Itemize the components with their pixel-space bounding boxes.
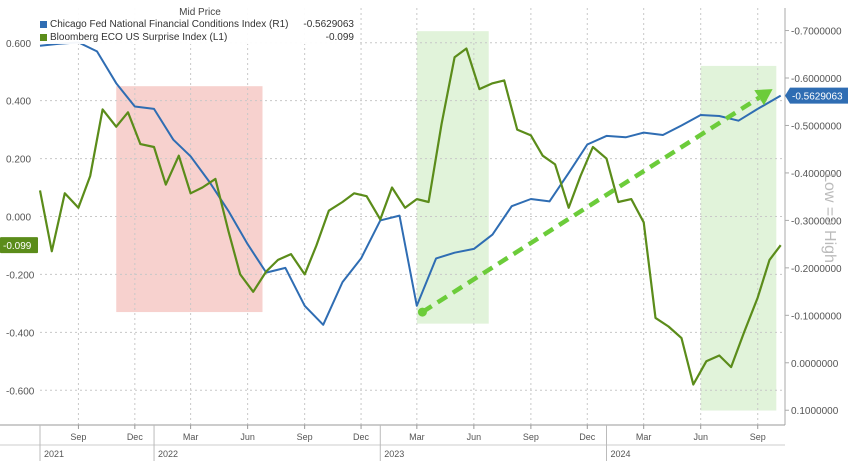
legend-entry-fci: Chicago Fed National Financial Condition… <box>40 18 360 31</box>
right-tick-label: 0.1000000 <box>791 406 839 417</box>
x-tick-label: Sep <box>750 432 766 442</box>
shaded-regions <box>116 31 777 411</box>
legend-swatch <box>40 34 47 41</box>
x-tick-label: Mar <box>636 432 652 442</box>
legend: Mid Price Chicago Fed National Financial… <box>40 6 360 44</box>
year-label: 2024 <box>610 449 630 459</box>
right-tick-label: -0.5000000 <box>791 121 842 132</box>
legend-value: -0.099 <box>325 32 354 43</box>
x-tick-label: Dec <box>579 432 596 442</box>
year-label: 2022 <box>158 449 178 459</box>
series-lines <box>38 41 782 386</box>
right-axis: -0.7000000 -0.6000000 -0.5000000 -0.4000000… <box>784 8 842 425</box>
x-tick-label: Sep <box>523 432 539 442</box>
left-tick-label: -0.600 <box>6 386 35 397</box>
right-end-badge <box>785 87 848 104</box>
x-tick-label: Jun <box>467 432 482 442</box>
x-axis: Sep Dec Mar Jun Sep Dec Mar Jun Sep Dec Mar Jun Sep 2… <box>0 424 785 461</box>
shaded-region <box>116 86 263 313</box>
right-tick-label: -0.3000000 <box>791 216 842 227</box>
left-tick-label: 0.200 <box>6 155 31 166</box>
series-line <box>38 47 782 386</box>
left-end-badge-value: -0.099 <box>3 241 32 252</box>
series-line <box>39 41 782 326</box>
shaded-region <box>700 65 777 411</box>
x-tick-label: Sep <box>297 432 313 442</box>
left-end-badge <box>0 237 38 254</box>
trend-arrow <box>417 89 773 317</box>
legend-axis: (L1) <box>209 32 228 43</box>
right-tick-label: 0.0000000 <box>791 359 839 370</box>
year-label: 2023 <box>384 449 404 459</box>
left-axis: 0.600 0.400 0.200 0.000 -0.200 -0.400 -0.600 <box>6 39 35 398</box>
right-end-badge-value: -0.5629063 <box>792 92 843 103</box>
arrow-shaft <box>421 95 761 314</box>
right-tick-label: -0.6000000 <box>791 74 842 85</box>
gridlines <box>40 8 785 425</box>
x-tick-label: Mar <box>409 432 425 442</box>
legend-swatch <box>40 21 47 28</box>
arrow-start-dot <box>417 307 427 317</box>
x-tick-label: Jun <box>240 432 255 442</box>
legend-entry-eco: Bloomberg ECO US Surprise Index (L1) -0.… <box>40 31 360 44</box>
right-tick-label: -0.2000000 <box>791 264 842 275</box>
left-tick-label: 0.000 <box>6 213 31 224</box>
left-tick-label: -0.200 <box>6 270 35 281</box>
arrow-head <box>754 89 773 106</box>
right-tick-label: -0.4000000 <box>791 169 842 180</box>
left-tick-label: -0.400 <box>6 328 35 339</box>
right-tick-label: -0.7000000 <box>791 27 842 38</box>
left-tick-label: 0.600 <box>6 39 31 50</box>
legend-label: Chicago Fed National Financial Condition… <box>50 19 267 30</box>
end-value-badges: -0.099 -0.5629063 <box>0 87 848 254</box>
x-tick-label: Dec <box>353 432 370 442</box>
legend-title: Mid Price <box>179 7 221 18</box>
x-tick-label: Sep <box>70 432 86 442</box>
x-tick-label: Jun <box>693 432 708 442</box>
right-axis-side-label: Low => High <box>821 173 838 263</box>
x-tick-label: Dec <box>127 432 144 442</box>
legend-value: -0.5629063 <box>303 19 354 30</box>
x-tick-label: Mar <box>183 432 199 442</box>
right-tick-label: -0.1000000 <box>791 311 842 322</box>
left-tick-label: 0.400 <box>6 97 31 108</box>
year-label: 2021 <box>44 449 64 459</box>
legend-axis: (R1) <box>269 19 289 30</box>
legend-label: Bloomberg ECO US Surprise Index <box>50 32 207 43</box>
